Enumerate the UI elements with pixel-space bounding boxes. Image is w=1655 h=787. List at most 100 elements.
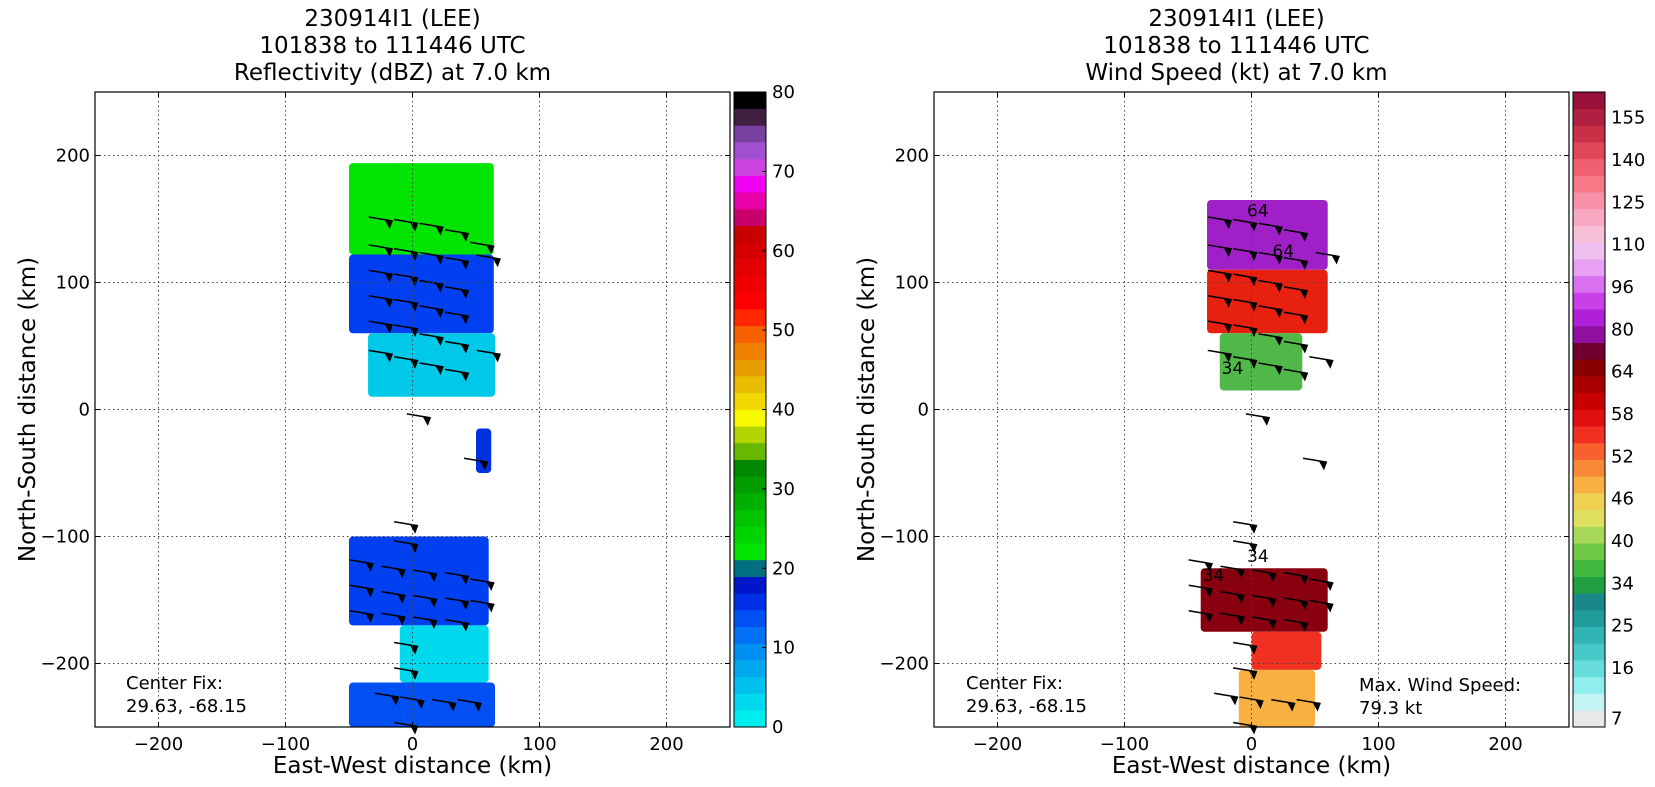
reflectivity-title-line-1: 230914I1 (LEE) [304,6,481,32]
reflectivity-x-axis-label: East-West distance (km) [273,753,552,779]
wind-speed-colorbar-segment [1573,610,1605,628]
wind-speed-wind-barb-flag [1204,588,1213,598]
wind-speed-wind-barb-flag [1249,543,1258,553]
reflectivity-colorbar-segment [734,325,766,343]
wind-speed-colorbar-segment [1573,259,1605,277]
reflectivity-wind-barb [394,721,419,728]
wind-speed-plot: 64 64 34 34 34 −200 −100 0 100 200 −200 −100 0 100 200… [854,91,1645,779]
wind-speed-colorbar-segment [1573,493,1605,511]
wind-speed-title-line-2: 101838 to 111446 UTC [1103,33,1370,59]
wind-speed-wind-barb [1258,251,1283,258]
wind-speed-colorbar-frame [1572,91,1606,728]
reflectivity-colorbar-tick-label: 60 [772,241,795,262]
wind-speed-wind-barb-flag [1331,255,1340,265]
reflectivity-wind-barb-flag [365,613,374,623]
reflectivity-wind-barb-flag [416,700,425,710]
wind-speed-colorbar-segment [1573,325,1605,343]
wind-speed-colorbar-segment [1573,108,1605,126]
reflectivity-colorbar-segment [734,476,766,494]
wind-speed-x-axis-label: East-West distance (km) [1112,753,1391,779]
reflectivity-wind-barb [394,273,419,279]
wind-speed-wind-barb [1220,612,1245,618]
wind-speed-wind-barb [1258,279,1283,286]
reflectivity-wind-barb-flag [391,696,400,706]
reflectivity-center-fix-label: Center Fix: [126,673,224,694]
reflectivity-wind-barb [457,698,482,705]
wind-speed-colorbar-tick-label: 40 [1611,531,1634,552]
wind-speed-wind-barb-flag [1299,344,1308,354]
wind-speed-colorbar-segment [1573,409,1605,427]
wind-speed-wind-barb-flag [1287,702,1296,712]
reflectivity-center-fix: Center Fix: 29.63, -68.15 [126,672,247,718]
wind-speed-wind-barb-flag [1312,702,1321,712]
wind-speed-data-region [1207,269,1328,334]
reflectivity-plot: −200 −100 0 100 200−200−1000100200East-West … [15,82,795,779]
reflectivity-wind-barb [349,609,374,616]
reflectivity-colorbar-segment [734,242,766,260]
wind-speed-colorbar-segment [1573,626,1605,644]
reflectivity-colorbar-segment [734,442,766,460]
reflectivity-wind-barb-flag [460,622,469,632]
reflectivity-wind-barb-flag [435,366,444,376]
reflectivity-wind-barb-flag [435,255,444,265]
wind-speed-wind-barb-flag [1223,273,1232,283]
wind-speed-colorbar-segment [1573,208,1605,226]
reflectivity-colorbar-segment [734,142,766,160]
wind-speed-wind-barb [1309,578,1334,584]
wind-speed-colorbar-segment [1573,125,1605,143]
reflectivity-y-axis-label: North-South distance (km) [15,257,41,562]
wind-speed-colorbar-segment [1573,509,1605,527]
reflectivity-x-tick-label: 200 [649,734,683,755]
wind-speed-wind-barb [1233,355,1258,362]
wind-speed-wind-barb-flag [1204,613,1213,623]
reflectivity-colorbar-segment [734,593,766,611]
reflectivity-colorbar-segment [734,275,766,293]
reflectivity-wind-barb [444,228,470,235]
reflectivity-wind-barb [394,667,419,673]
wind-speed-wind-barb-flag [1223,324,1232,334]
wind-speed-y-tick-label: −200 [880,654,929,675]
reflectivity-wind-barb-flag [460,575,469,585]
reflectivity-colorbar-segment [734,359,766,377]
wind-speed-colorbar-segment [1573,710,1605,728]
max-wind-speed-value: 79.3 kt [1359,698,1423,719]
reflectivity-colorbar-tick-label: 40 [772,400,795,421]
wind-speed-wind-barb-flag [1268,573,1277,583]
wind-speed-wind-barb [1309,355,1334,362]
reflectivity-wind-barb-flag [384,220,393,229]
wind-speed-wind-barb-flag [1223,298,1232,308]
reflectivity-wind-barb [381,612,406,618]
wind-speed-wind-barb [1302,457,1328,464]
wind-speed-center-fix: Center Fix: 29.63, -68.15 [966,672,1087,718]
reflectivity-wind-barb [444,311,470,317]
wind-speed-colorbar-segment [1573,442,1605,460]
wind-speed-colorbar-segment [1573,660,1605,678]
wind-speed-contour-label: 34 [1222,359,1244,379]
wind-speed-wind-barb [1283,340,1309,347]
wind-speed-wind-barb [1271,698,1296,705]
wind-speed-wind-barb [1283,368,1309,375]
wind-speed-wind-barb-flag [1268,598,1277,608]
wind-speed-wind-barb-flag [1299,289,1308,299]
wind-speed-colorbar-tick-label: 58 [1611,404,1634,425]
wind-speed-wind-barb-flag [1249,327,1258,337]
wind-speed-wind-barb-flag [1223,247,1232,257]
reflectivity-wind-barb-flag [486,581,495,591]
reflectivity-x-tick-label: −200 [134,734,183,755]
wind-speed-wind-barb [1252,594,1277,601]
reflectivity-x-tick-label: 0 [407,734,418,755]
reflectivity-wind-barb [476,254,501,260]
reflectivity-wind-barb-flag [410,725,419,735]
reflectivity-data-region [399,625,489,683]
reflectivity-wind-barb-flag [384,298,393,308]
reflectivity-wind-barb [470,241,495,248]
wind-speed-colorbar-segment [1573,158,1605,176]
wind-speed-title: 230914I1 (LEE) 101838 to 111446 UTC Wind… [934,6,1539,87]
reflectivity-colorbar-segment [734,158,766,176]
reflectivity-colorbar-segment [734,459,766,477]
wind-speed-colorbar-segment [1573,275,1605,293]
reflectivity-wind-barb-flag [460,315,469,325]
reflectivity-wind-barb-flag [486,603,495,613]
reflectivity-wind-barb-flag [435,336,444,346]
wind-speed-wind-barb-flag [1249,277,1258,287]
